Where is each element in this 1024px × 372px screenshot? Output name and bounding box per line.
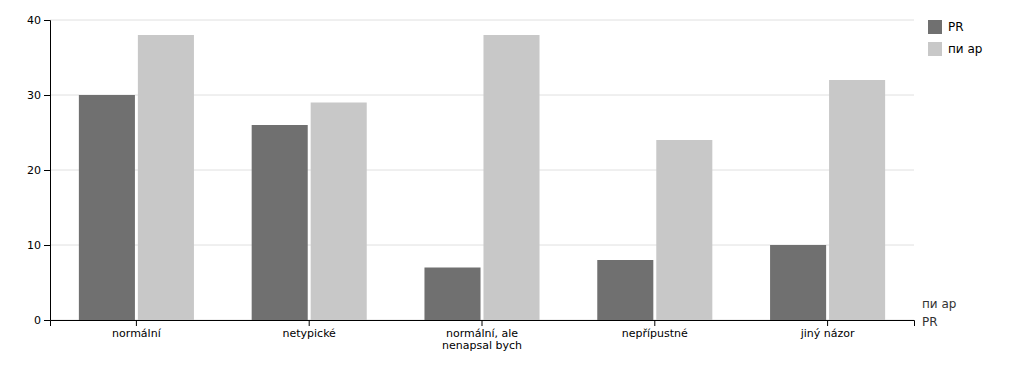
x-tick-mark	[136, 320, 137, 326]
y-tick: 40	[27, 14, 50, 27]
bar	[597, 260, 653, 320]
x-tick: netypické	[282, 320, 336, 340]
legend-swatch	[928, 20, 942, 34]
legend-item: PR	[928, 20, 964, 35]
y-tick: 30	[27, 89, 50, 102]
x-axis-line	[51, 321, 915, 327]
bar	[138, 35, 194, 320]
x-tick-mark	[309, 320, 310, 326]
y-tick-label: 40	[27, 14, 41, 27]
legend-label: пи ар	[948, 42, 982, 56]
legend-label: PR	[948, 20, 964, 34]
y-tick: 20	[27, 164, 50, 177]
legend-swatch	[928, 42, 942, 56]
y-tick: 0	[34, 314, 50, 327]
x-tick: nepřípustné	[622, 320, 688, 340]
bar	[656, 140, 712, 320]
y-tick-mark	[44, 320, 50, 321]
bars	[79, 35, 885, 320]
x-tick: normální	[112, 320, 162, 340]
x-tick-label: netypické	[282, 327, 336, 340]
y-tick-label: 30	[27, 89, 41, 102]
y-tick: 10	[27, 239, 50, 252]
legend: PR пи ар	[928, 20, 982, 57]
bar	[79, 95, 135, 320]
bar	[424, 268, 480, 321]
y-tick-mark	[44, 20, 50, 21]
chart-container: 0 10 20 30 40 normální netypické normální, alen…	[0, 0, 1024, 372]
y-tick-mark	[44, 170, 50, 171]
bar	[483, 35, 539, 320]
y-axis-line	[44, 21, 51, 321]
y-tick-label: 0	[34, 314, 41, 327]
y-tick-label: 10	[27, 239, 41, 252]
x-tick: jiný názor	[800, 320, 855, 340]
y-tick-mark	[44, 95, 50, 96]
x-tick-mark	[827, 320, 828, 326]
x-tick: normální, alenenapsal bych	[442, 320, 522, 352]
grid-line	[50, 20, 914, 21]
plot: 0 10 20 30 40 normální netypické normální, alen…	[27, 14, 956, 352]
y-tick-label: 20	[27, 164, 41, 177]
chart-svg: 0 10 20 30 40 normální netypické normální, alen…	[0, 0, 1024, 372]
bar	[770, 245, 826, 320]
annotation: PR	[922, 315, 938, 329]
x-axis: normální netypické normální, alenenapsal b…	[51, 320, 915, 352]
y-tick-mark	[44, 245, 50, 246]
grid	[50, 20, 914, 320]
x-tick-label: nepřípustné	[622, 327, 688, 340]
annotation: пи ар	[922, 297, 956, 311]
legend-item: пи ар	[928, 42, 982, 57]
x-tick-label: normální	[112, 327, 162, 340]
x-tick-label: normální, alenenapsal bych	[442, 327, 522, 353]
y-axis: 0 10 20 30 40	[27, 14, 51, 327]
bar	[311, 103, 367, 321]
x-tick-mark	[482, 320, 483, 326]
bar	[829, 80, 885, 320]
bar	[252, 125, 308, 320]
x-tick-mark	[654, 320, 655, 326]
x-tick-label: jiný názor	[800, 327, 855, 340]
annotations: пи ар PR	[922, 297, 956, 329]
